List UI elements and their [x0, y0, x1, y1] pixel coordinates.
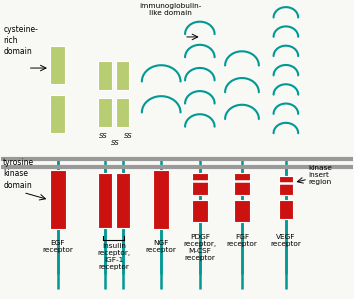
Bar	[234, 200, 250, 222]
Text: immunoglobulin-
like domain: immunoglobulin- like domain	[139, 3, 201, 16]
Bar	[279, 200, 293, 219]
Bar	[50, 46, 65, 84]
Bar	[98, 173, 112, 228]
Text: NGF
receptor: NGF receptor	[146, 240, 177, 253]
Text: insulin
receptor,
IGF-1
receptor: insulin receptor, IGF-1 receptor	[97, 243, 130, 270]
Text: kinase
insert
region: kinase insert region	[309, 165, 333, 185]
Bar	[116, 61, 129, 90]
Text: EGF
receptor: EGF receptor	[42, 240, 73, 253]
Bar	[192, 200, 207, 222]
Bar	[50, 170, 65, 229]
Text: SS: SS	[99, 133, 108, 139]
Bar	[192, 173, 207, 196]
Bar	[153, 170, 169, 229]
Bar	[98, 98, 112, 127]
Bar	[234, 173, 250, 196]
Bar	[279, 176, 293, 196]
Bar	[50, 95, 65, 133]
Text: cysteine-
rich
domain: cysteine- rich domain	[3, 25, 38, 56]
Text: PDGF
receptor,
M-CSF
receptor: PDGF receptor, M-CSF receptor	[183, 234, 216, 261]
Bar	[116, 98, 129, 127]
Bar	[98, 61, 112, 90]
Text: FGF
receptor: FGF receptor	[227, 234, 257, 247]
Text: SS: SS	[111, 140, 120, 146]
Text: SS: SS	[124, 133, 132, 139]
Text: tyrosine
kinase
domain: tyrosine kinase domain	[3, 158, 34, 190]
Bar	[115, 173, 130, 228]
Text: VEGF
receptor: VEGF receptor	[270, 234, 301, 247]
